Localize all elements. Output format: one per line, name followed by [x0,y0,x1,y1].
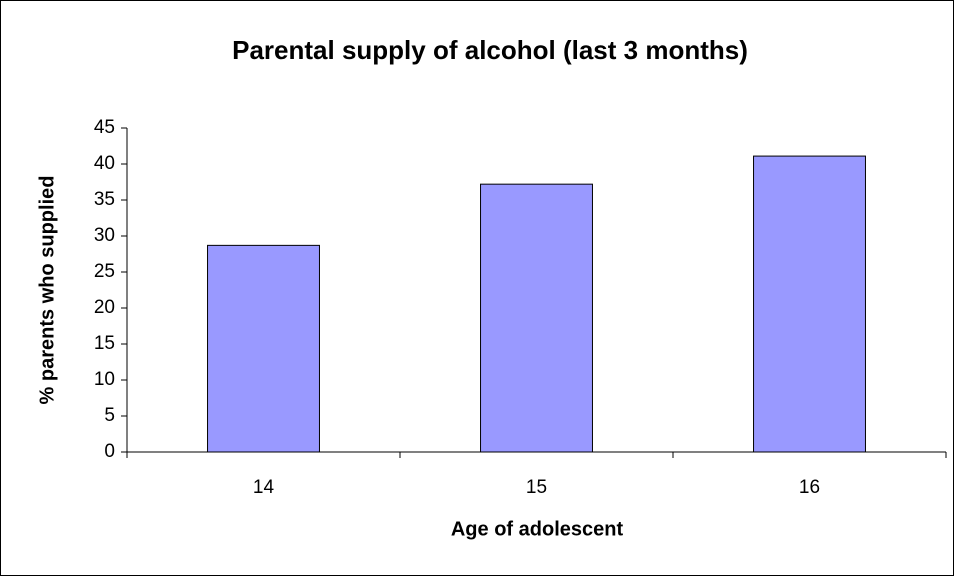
y-tick-label: 20 [94,297,115,318]
y-tick-label: 5 [104,405,115,426]
y-tick-label: 0 [104,441,115,462]
y-tick-label: 10 [94,369,115,390]
bar [207,244,320,453]
x-tick-label: 14 [253,477,275,498]
x-axis-label: Age of adolescent [451,518,624,540]
y-tick-label: 40 [94,153,115,174]
bar [480,183,593,453]
chart-title: Parental supply of alcohol (last 3 month… [232,35,748,65]
y-tick-label: 35 [94,189,115,210]
x-tick-label: 16 [799,477,820,498]
bar [753,155,866,453]
x-tick-label: 15 [526,477,547,498]
y-axis-label: % parents who supplied [36,176,58,405]
y-tick-label: 45 [94,117,115,138]
y-tick-label: 30 [94,225,115,246]
y-tick-label: 25 [94,261,115,282]
y-tick-label: 15 [94,333,115,354]
